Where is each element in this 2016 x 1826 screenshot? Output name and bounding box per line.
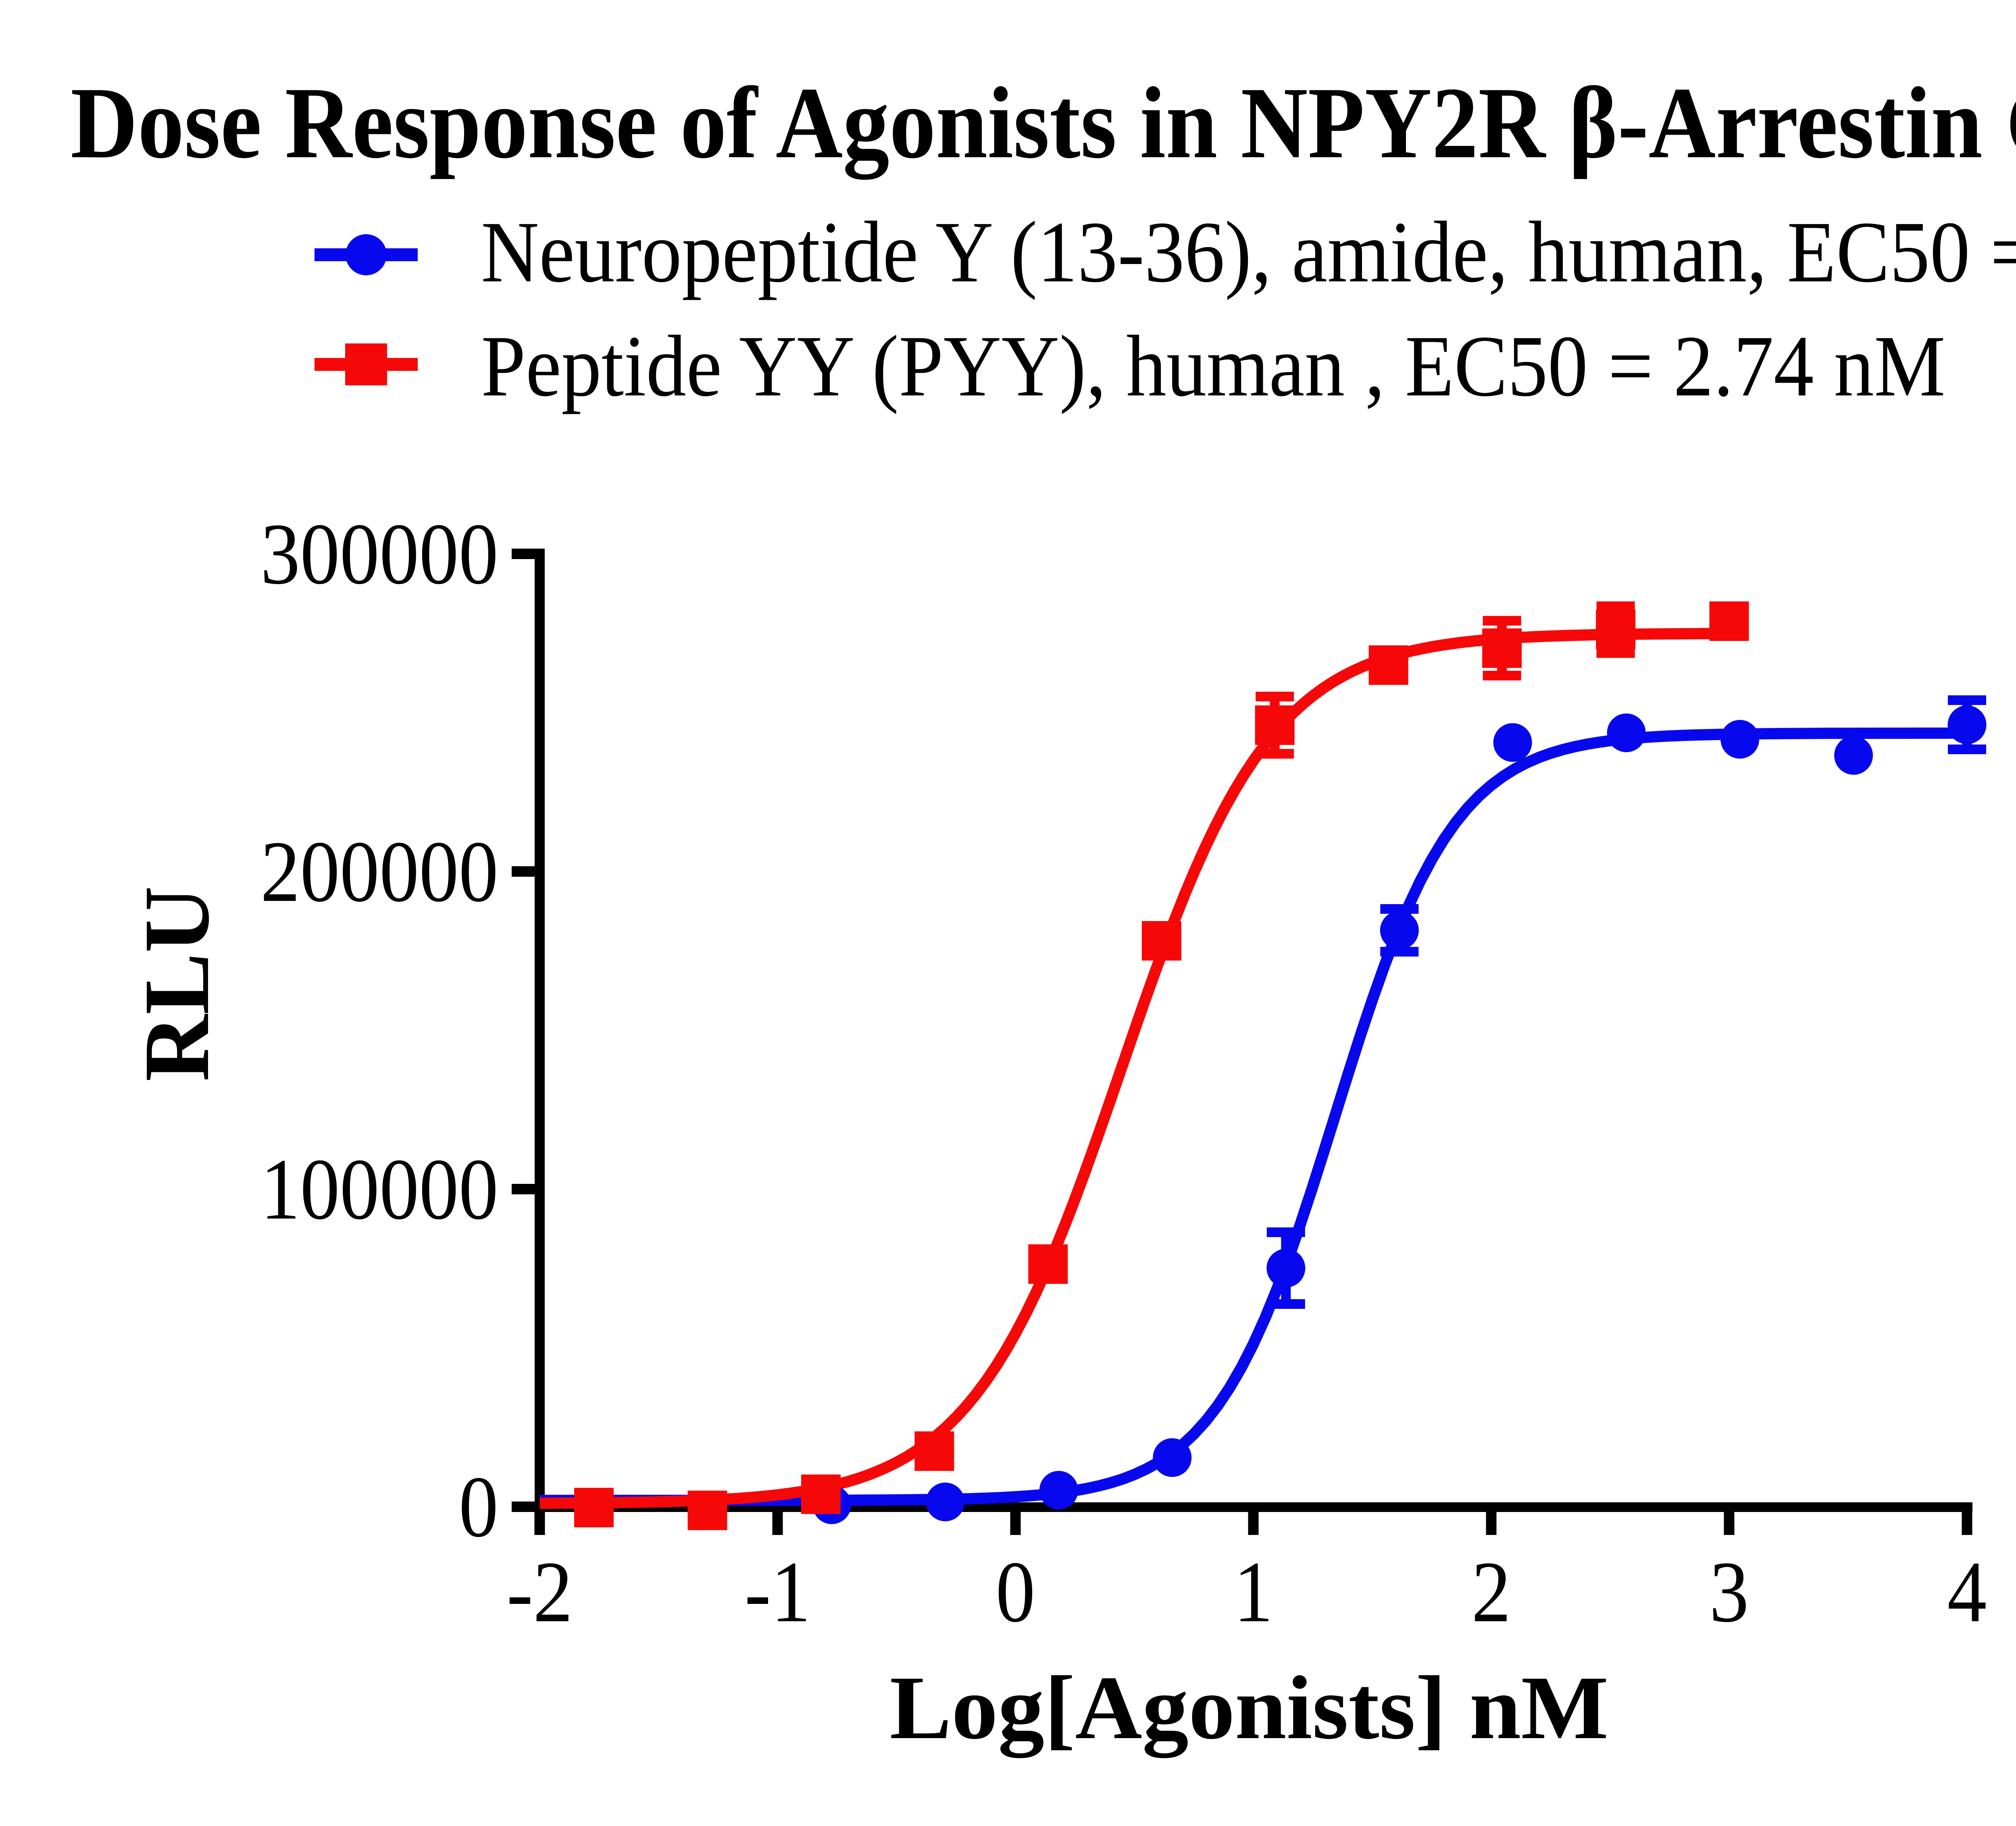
svg-text:-2: -2 [507, 1543, 573, 1640]
svg-text:3: 3 [1710, 1543, 1749, 1640]
svg-text:4: 4 [1947, 1543, 1987, 1640]
svg-text:Neuropeptide Y (13-36), amide,: Neuropeptide Y (13-36), amide, human, EC… [481, 204, 2016, 300]
svg-text:200000: 200000 [260, 823, 498, 920]
svg-text:0: 0 [459, 1458, 498, 1555]
svg-text:Dose Response of Agonists in N: Dose Response of Agonists in NPY2R β-Arr… [71, 66, 2016, 180]
svg-text:300000: 300000 [260, 505, 498, 602]
svg-text:Peptide YY (PYY), human , EC50: Peptide YY (PYY), human , EC50 = 2.74 nM [481, 318, 1945, 414]
svg-text:RLU: RLU [125, 886, 229, 1081]
svg-text:2: 2 [1472, 1543, 1511, 1640]
svg-text:0: 0 [996, 1543, 1035, 1640]
svg-text:Log[Agonists] nM: Log[Agonists] nM [890, 1657, 1609, 1758]
svg-text:-1: -1 [745, 1543, 811, 1640]
svg-text:100000: 100000 [260, 1141, 498, 1237]
svg-text:1: 1 [1234, 1543, 1273, 1640]
